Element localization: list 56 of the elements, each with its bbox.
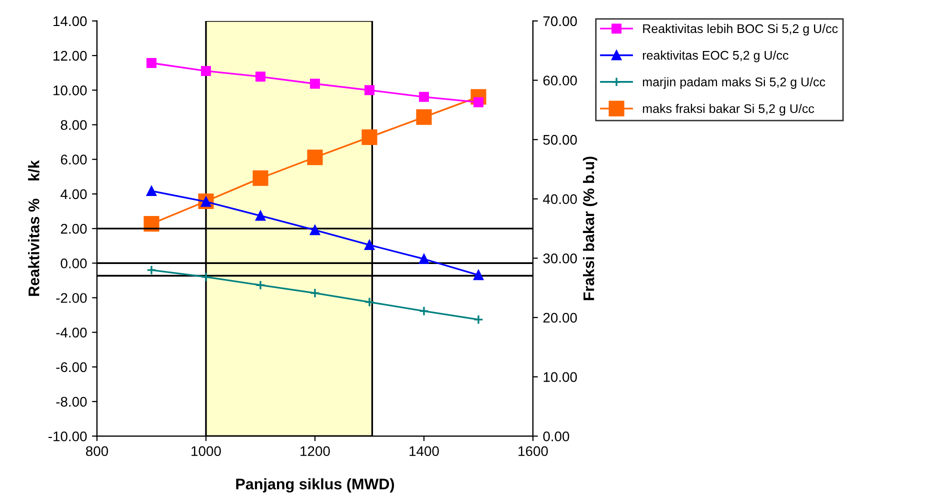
- point: [255, 280, 266, 290]
- y-tick-label: 14.00: [54, 16, 87, 26]
- x-axis-title: Panjang siklus (MWD): [236, 478, 394, 493]
- y-tick-label: 8.00: [60, 120, 87, 130]
- y-tick-label: 4.00: [60, 189, 87, 200]
- legend-label: Reaktivitas lebih BOC Si 5,2 g U/cc: [643, 24, 838, 36]
- point: [252, 170, 268, 186]
- y-tick-label: 12.00: [54, 50, 87, 61]
- point: [364, 240, 374, 250]
- point: [310, 288, 320, 298]
- x-tick-label: 800: [86, 446, 108, 456]
- point: [307, 150, 323, 166]
- point: [418, 92, 429, 102]
- point: [310, 78, 320, 89]
- point: [418, 306, 429, 316]
- point: [364, 297, 374, 308]
- y-tick-label: -6.00: [56, 362, 87, 372]
- point: [255, 72, 266, 82]
- y2-tick-label: 70.00: [543, 16, 577, 26]
- y-tick-label: -2.00: [56, 293, 87, 303]
- y-tick-label: -4.00: [56, 328, 87, 338]
- y-tick-label: -8.00: [56, 396, 87, 407]
- y-tick-label: 0.00: [60, 258, 87, 268]
- point: [146, 58, 156, 68]
- legend-label: reaktivitas EOC 5,2 g U/cc: [642, 50, 788, 62]
- point: [146, 265, 156, 276]
- y2-tick-label: 40.00: [542, 194, 577, 204]
- legend-label: maks fraksi bakar Si 5,2 g U/cc: [642, 104, 814, 116]
- point: [146, 186, 156, 196]
- y2-tick-label: 50.00: [543, 134, 577, 145]
- y2-tick-label: 20.00: [543, 312, 577, 323]
- x-tick-label: 1600: [518, 446, 548, 456]
- point: [364, 85, 374, 96]
- y2-tick-label: 10.00: [544, 372, 577, 382]
- y2-tick-label: 60.00: [543, 76, 577, 86]
- point: [310, 225, 320, 236]
- y-tick-label: -10.00: [48, 431, 87, 442]
- y2-axis-title: Fraksi bakar (% b.u): [582, 156, 598, 300]
- point: [255, 210, 266, 221]
- point: [473, 270, 484, 280]
- point: [362, 129, 378, 145]
- point: [473, 314, 484, 325]
- point: [200, 66, 211, 76]
- point: [416, 109, 432, 125]
- point: [418, 254, 429, 264]
- y-tick-label: 2.00: [60, 224, 87, 234]
- legend-label: marjin padam maks Si 5,2 g U/cc: [642, 77, 826, 89]
- y2-tick-label: 30.00: [543, 254, 577, 264]
- y-tick-label: 6.00: [60, 154, 87, 165]
- point: [200, 272, 211, 282]
- x-tick-label: 1400: [410, 446, 439, 456]
- y2-tick-label: 0.00: [543, 431, 570, 442]
- y-tick-label: 10.00: [54, 85, 87, 96]
- x-tick-label: 1000: [192, 446, 221, 456]
- y-axis-title: Reaktivitas % k/k: [28, 160, 40, 296]
- x-tick-label: 1200: [300, 446, 330, 456]
